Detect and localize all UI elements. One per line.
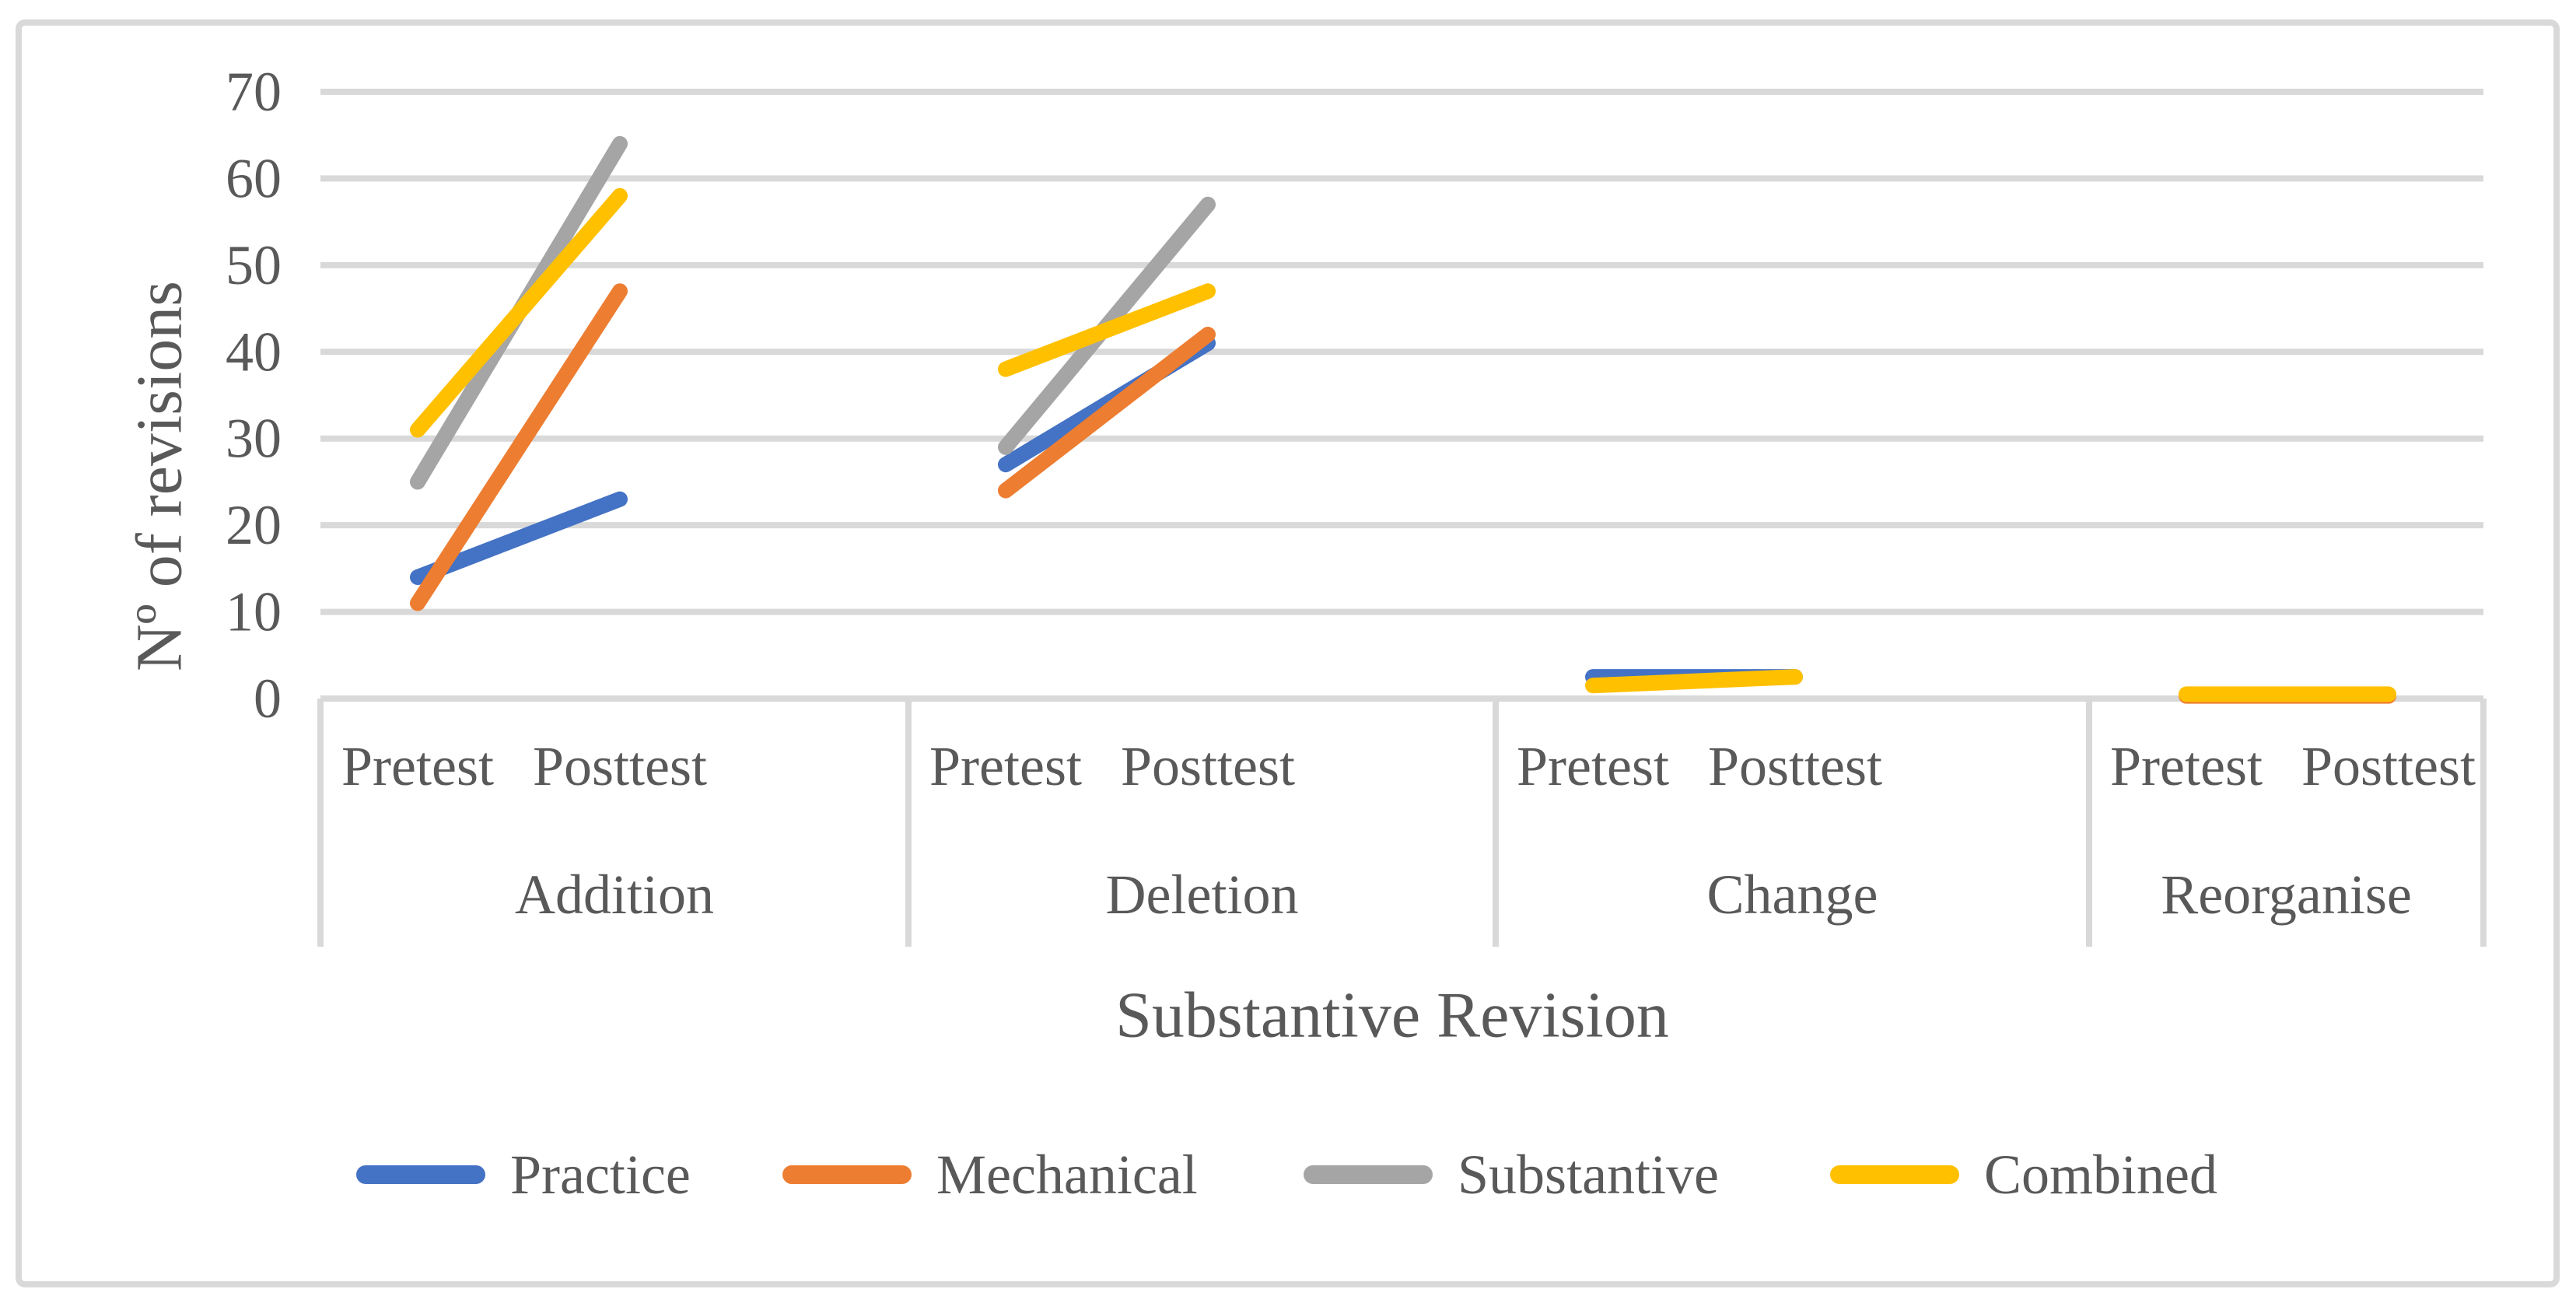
posttest-label: Posttest xyxy=(533,735,707,797)
posttest-label: Posttest xyxy=(2301,735,2476,797)
y-tick-label: 70 xyxy=(226,61,282,123)
pretest-label: Pretest xyxy=(2110,735,2263,797)
legend-label-combined: Combined xyxy=(1984,1144,2217,1206)
plot-area: 70 60 50 40 30 20 10 0 Pretest Posttest Addition Pr… xyxy=(226,61,2487,1206)
pretest-label: Pretest xyxy=(929,735,1082,797)
y-tick-label: 10 xyxy=(226,581,282,643)
series-line-combined-addition xyxy=(410,187,628,438)
posttest-label: Posttest xyxy=(1708,735,1882,797)
group-label-deletion: Deletion xyxy=(1106,863,1299,926)
legend-label-substantive: Substantive xyxy=(1458,1144,1719,1206)
series-line-combined-change xyxy=(1585,669,1803,694)
y-axis-title: Nº of revisions xyxy=(124,281,196,671)
y-tick-label: 20 xyxy=(226,494,282,556)
pretest-label: Pretest xyxy=(1517,735,1669,797)
group-label-reorganise: Reorganise xyxy=(2161,863,2412,926)
group-label-change: Change xyxy=(1707,863,1878,926)
x-axis-title: Substantive Revision xyxy=(1115,979,1669,1052)
series-line-combined-deletion xyxy=(998,283,1216,377)
series-line-mechanical-addition xyxy=(410,283,628,611)
y-tick-label: 50 xyxy=(226,234,282,296)
pretest-label: Pretest xyxy=(341,735,494,797)
figure-border xyxy=(16,19,2560,1287)
y-tick-label: 40 xyxy=(226,320,282,383)
posttest-label: Posttest xyxy=(1121,735,1295,797)
legend-label-practice: Practice xyxy=(510,1144,691,1206)
y-tick-label: 0 xyxy=(254,667,282,730)
y-tick-label: 30 xyxy=(226,408,282,470)
legend-label-mechanical: Mechanical xyxy=(936,1144,1198,1206)
series-line-mechanical-deletion xyxy=(998,327,1216,499)
group-label-addition: Addition xyxy=(515,863,714,926)
y-tick-label: 60 xyxy=(226,147,282,209)
